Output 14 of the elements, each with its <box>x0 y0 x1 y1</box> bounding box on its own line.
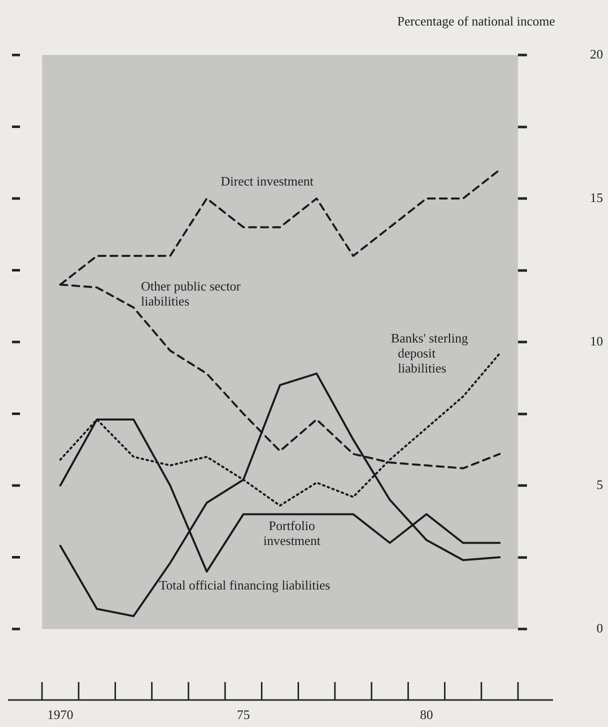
y-tick-label: 5 <box>596 476 603 492</box>
y-tick-label: 20 <box>590 46 603 62</box>
x-tick-label: 75 <box>236 706 250 722</box>
series-label: Total official financing liabilities <box>159 577 330 592</box>
series-label: Portfolio investment <box>263 518 321 548</box>
y-axis-title: Percentage of national income <box>397 13 556 28</box>
x-tick-label: 1970 <box>47 706 74 722</box>
series-label: Other public sector liabilities <box>141 278 242 308</box>
x-tick-label: 80 <box>420 706 433 722</box>
y-tick-label: 0 <box>596 620 603 636</box>
series-label: Banks' sterling deposit liabilities <box>390 330 468 376</box>
series-label: Direct investment <box>220 173 314 188</box>
y-tick-label: 15 <box>590 190 603 205</box>
y-tick-label: 10 <box>590 333 603 348</box>
